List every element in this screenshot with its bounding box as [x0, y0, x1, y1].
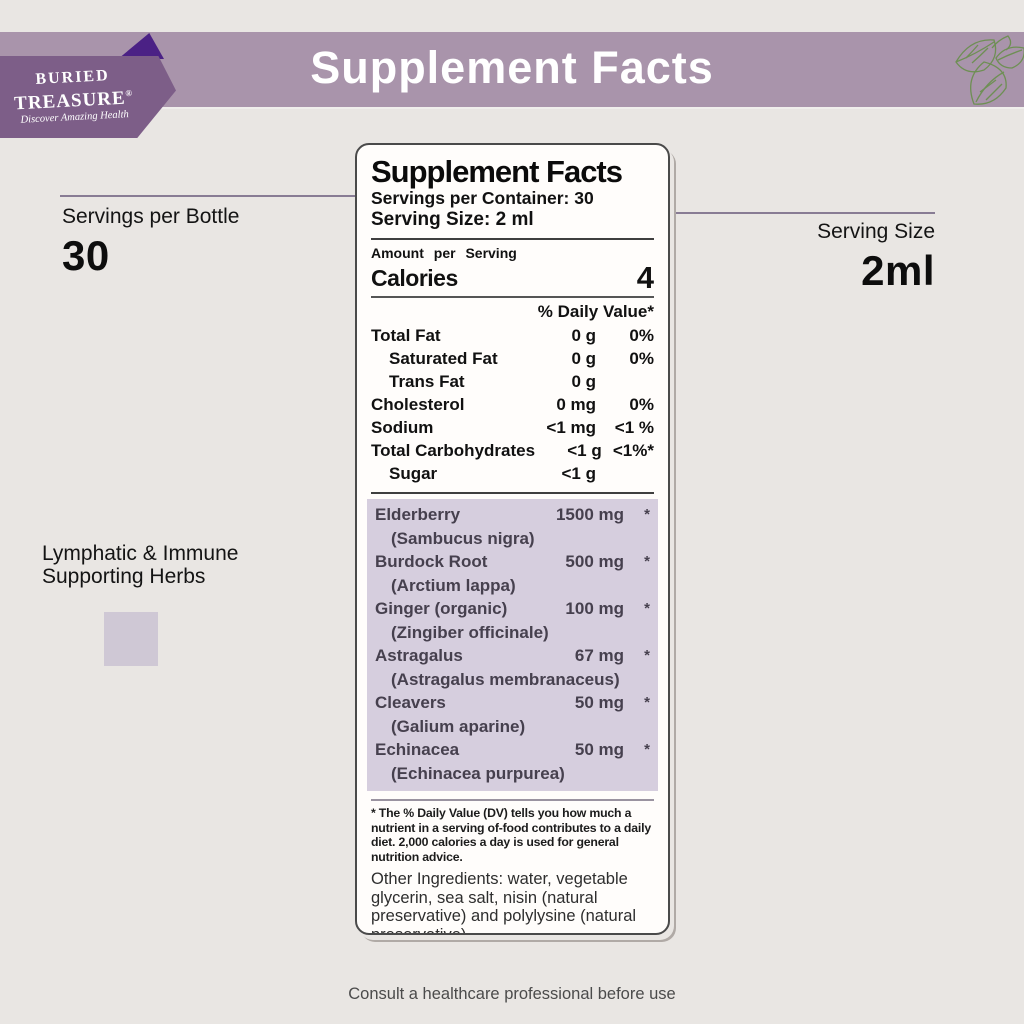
calories-row: Calories 4	[371, 260, 654, 295]
nutrient-name: Sugar	[389, 464, 438, 483]
herb-row: Ginger (organic) 100 mg *	[375, 597, 650, 621]
herb-name: Echinacea	[375, 740, 460, 759]
herb-row: Echinacea 50 mg *	[375, 738, 650, 762]
herb-name: Elderberry	[375, 505, 461, 524]
nutrient-amount: 0 g	[571, 349, 596, 368]
registered-mark: ®	[125, 87, 134, 99]
herb-latin-name: (Galium aparine)	[391, 716, 526, 736]
divider	[371, 799, 654, 801]
herb-name: Cleavers	[375, 693, 446, 712]
herb-latin-name: (Zingiber officinale)	[391, 622, 549, 642]
nutrient-dv: 0%	[629, 349, 654, 368]
servings-annotation-value: 30	[62, 232, 110, 279]
serving-size-annotation-value: 2ml	[861, 247, 935, 294]
brand-logo: BURIED TREASURE® Discover Amazing Health	[13, 67, 135, 127]
serving-size-annotation-label: Serving Size	[817, 220, 935, 243]
leaf-decoration-icon	[955, 35, 1024, 105]
herb-amount: 50 mg	[574, 740, 624, 759]
panel-title: Supplement Facts	[371, 154, 623, 189]
herbs-annotation-line2: Supporting Herbs	[42, 565, 206, 588]
serving-size-line: Serving Size: 2 ml	[371, 209, 534, 230]
amount-per-serving-label: Amount per Serving	[371, 245, 517, 261]
other-ingredients: Other Ingredients: water, vegetable glyc…	[371, 870, 637, 935]
herb-row: Cleavers 50 mg *	[375, 691, 650, 715]
herb-latin-name: (Astragalus membranaceus)	[391, 669, 620, 689]
ribbon-fold	[118, 33, 164, 59]
herb-row: Elderberry 1500 mg *	[375, 503, 650, 527]
nutrient-row: Cholesterol 0 mg 0%	[371, 393, 654, 416]
herb-latin-name: (Arctium lappa)	[391, 575, 516, 595]
nutrient-amount: <1 g	[561, 464, 597, 483]
herbs-color-swatch	[104, 612, 158, 666]
herb-latin-name: (Echinacea purpurea)	[391, 763, 565, 783]
nutrient-amount: 0 g	[571, 326, 596, 345]
divider	[371, 238, 654, 240]
herb-amount: 100 mg	[565, 599, 624, 618]
serving-size-annotation: Serving Size 2ml	[817, 220, 935, 294]
nutrient-name: Trans Fat	[389, 372, 465, 391]
nutrient-row: Sodium <1 mg <1 %	[371, 416, 654, 439]
nutrient-dv: <1 %	[614, 418, 654, 437]
herb-amount: 500 mg	[565, 552, 624, 571]
nutrient-name: Total Fat	[371, 326, 441, 345]
herb-dv: *	[644, 694, 650, 711]
herb-row: Astragalus 67 mg *	[375, 644, 650, 668]
nutrient-dv: 0%	[629, 326, 654, 345]
ribbon-body: BURIED TREASURE® Discover Amazing Health	[0, 56, 176, 138]
banner-title: Supplement Facts	[310, 42, 714, 93]
consult-note: Consult a healthcare professional before…	[348, 985, 676, 1003]
herbs-annotation: Lymphatic & Immune Supporting Herbs	[42, 542, 238, 588]
herb-amount: 1500 mg	[555, 505, 624, 524]
herb-amount: 67 mg	[574, 646, 624, 665]
herb-row: Burdock Root 500 mg *	[375, 550, 650, 574]
nutrient-name: Cholesterol	[371, 395, 465, 414]
nutrient-row: Total Fat 0 g 0%	[371, 324, 654, 347]
herb-ingredients-section: Elderberry 1500 mg * (Sambucus nigra) Bu…	[367, 499, 658, 791]
nutrient-dv	[596, 462, 654, 485]
herb-dv: *	[644, 600, 650, 617]
nutrient-name: Total Carbohydrates	[371, 441, 536, 460]
serving-size-callout-line	[572, 212, 935, 214]
servings-annotation: Servings per Bottle 30	[62, 205, 239, 279]
calories-value: 4	[636, 260, 654, 295]
nutrient-row: Saturated Fat 0 g 0%	[371, 347, 654, 370]
herb-name: Burdock Root	[375, 552, 488, 571]
calories-label: Calories	[371, 265, 458, 291]
nutrient-dv: <1%*	[612, 441, 654, 460]
nutrient-amount: 0 mg	[556, 395, 596, 414]
herb-dv: *	[644, 553, 650, 570]
herb-latin-name: (Sambucus nigra)	[391, 528, 535, 548]
nutrient-dv	[596, 370, 654, 393]
servings-callout-line	[60, 195, 363, 197]
supplement-facts-panel: Supplement Facts Servings per Container:…	[355, 143, 670, 935]
brand-ribbon: BURIED TREASURE® Discover Amazing Health	[0, 30, 176, 138]
herbs-annotation-line1: Lymphatic & Immune	[42, 542, 239, 565]
herb-amount: 50 mg	[574, 693, 624, 712]
herb-dv: *	[644, 741, 650, 758]
divider	[371, 492, 654, 494]
servings-annotation-label: Servings per Bottle	[62, 205, 240, 228]
nutrient-row: Trans Fat 0 g	[371, 370, 654, 393]
nutrient-row: Total Carbohydrates <1 g <1%*	[371, 439, 654, 462]
nutrient-name: Sodium	[371, 418, 434, 437]
nutrient-amount: 0 g	[571, 372, 596, 391]
herb-dv: *	[644, 647, 650, 664]
nutrient-row: Sugar <1 g	[371, 462, 654, 485]
herb-name: Astragalus	[375, 646, 463, 665]
nutrient-amount: <1 mg	[546, 418, 596, 437]
nutrient-name: Saturated Fat	[389, 349, 498, 368]
daily-value-footnote: * The % Daily Value (DV) tells you how m…	[371, 806, 651, 864]
nutrient-amount: <1 g	[567, 441, 602, 460]
servings-per-container: Servings per Container: 30	[371, 188, 594, 208]
herb-dv: *	[644, 506, 650, 523]
divider	[371, 296, 654, 298]
daily-value-header: % Daily Value*	[537, 302, 654, 321]
nutrient-dv: 0%	[629, 395, 654, 414]
herb-name: Ginger (organic)	[375, 599, 508, 618]
